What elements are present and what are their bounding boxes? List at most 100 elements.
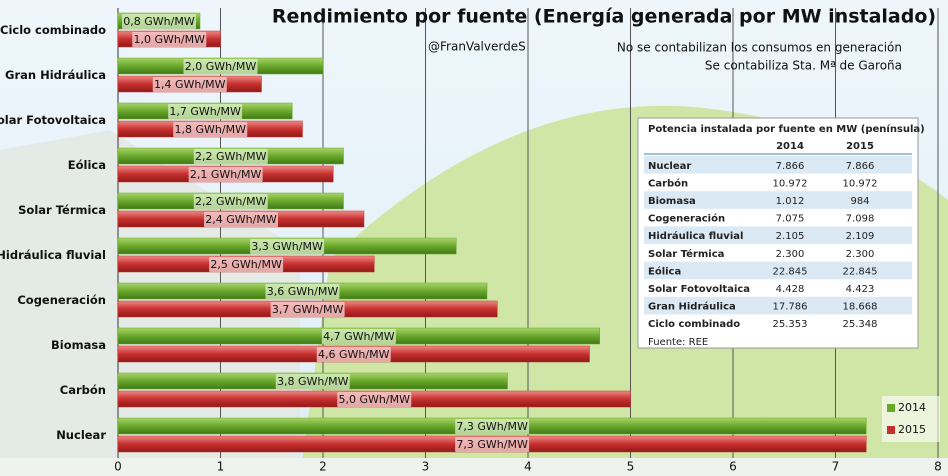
y-tick-label: Gran Hidráulica xyxy=(5,68,106,82)
value-label-box xyxy=(193,194,268,209)
value-label-box xyxy=(265,284,340,299)
value-label: 2,2 GWh/MW xyxy=(195,195,267,208)
value-label: 3,3 GWh/MW xyxy=(251,240,323,253)
value-label: 2,2 GWh/MW xyxy=(195,150,267,163)
value-label: 1,0 GWh/MW xyxy=(134,33,206,46)
value-label-box xyxy=(122,14,196,29)
value-label-box xyxy=(455,419,530,434)
value-label-box xyxy=(183,59,258,74)
table-cell: 1.012 xyxy=(776,196,805,207)
legend-label: 2014 xyxy=(898,401,926,414)
table-cell: 7.098 xyxy=(846,214,875,225)
value-label: 3,8 GWh/MW xyxy=(277,375,349,388)
value-label: 2,5 GWh/MW xyxy=(210,258,282,271)
legend-label: 2015 xyxy=(898,423,926,436)
table-row-bg xyxy=(644,156,912,174)
value-label-box xyxy=(132,32,207,47)
table-cell: 2.105 xyxy=(776,231,805,242)
y-tick-label: Carbón xyxy=(60,383,106,397)
table-cell: Solar Fotovoltaica xyxy=(648,284,750,295)
table-cell: 7.866 xyxy=(846,161,875,172)
y-tick-label: Eólica xyxy=(68,158,106,172)
y-tick-label: Solar Térmica xyxy=(18,203,106,217)
value-label: 1,4 GWh/MW xyxy=(154,78,226,91)
value-label-box xyxy=(173,122,248,137)
value-label: 4,6 GWh/MW xyxy=(318,348,390,361)
value-label-box xyxy=(321,329,396,344)
legend-swatch xyxy=(887,426,895,434)
x-tick-label: 4 xyxy=(524,460,532,474)
y-tick-label: Hidráulica fluvial xyxy=(0,248,106,262)
table-cell: 18.668 xyxy=(843,302,878,313)
table-cell: Ciclo combinado xyxy=(648,319,740,330)
y-tick-label: Ciclo combinado xyxy=(0,23,106,37)
value-label: 3,7 GWh/MW xyxy=(272,303,344,316)
value-label-box xyxy=(152,77,227,92)
value-label: 7,3 GWh/MW xyxy=(456,420,528,433)
note: No se contabilizan los consumos en gener… xyxy=(617,41,902,55)
value-label: 2,4 GWh/MW xyxy=(205,213,277,226)
table-cell: 10.972 xyxy=(773,178,808,189)
table-cell: 22.845 xyxy=(773,266,808,277)
value-label-box xyxy=(250,239,325,254)
x-tick-label: 6 xyxy=(729,460,737,474)
table-cell: 2.300 xyxy=(846,249,875,260)
value-label-box xyxy=(337,392,412,407)
value-label: 0,8 GWh/MW xyxy=(123,15,195,28)
value-label-box xyxy=(275,374,350,389)
x-tick-label: 5 xyxy=(627,460,635,474)
value-label-box xyxy=(204,212,278,227)
table-row-bg xyxy=(644,261,912,280)
table-source: Fuente: REE xyxy=(648,337,708,348)
legend-box xyxy=(882,396,940,442)
table-row-bg xyxy=(644,191,912,209)
legend-swatch xyxy=(887,404,895,412)
table-cell: 4.423 xyxy=(846,284,875,295)
y-tick-label: Solar Fotovoltaica xyxy=(0,113,106,127)
table-cell: 2.300 xyxy=(776,249,805,260)
table-cell: Solar Térmica xyxy=(648,248,724,260)
table-cell: 25.353 xyxy=(773,319,808,330)
table-cell: 984 xyxy=(850,196,869,207)
y-tick-label: Cogeneración xyxy=(17,293,106,307)
axis-band xyxy=(0,458,948,476)
table-cell: Hidráulica fluvial xyxy=(648,230,743,242)
note: Se contabiliza Sta. Mª de Garoña xyxy=(705,59,902,73)
table-cell: Nuclear xyxy=(648,161,691,172)
table-header: 2014 xyxy=(776,141,804,152)
value-label: 7,3 GWh/MW xyxy=(456,438,528,451)
table-cell: Cogeneración xyxy=(648,213,725,225)
table-cell: 22.845 xyxy=(843,266,878,277)
value-label: 1,7 GWh/MW xyxy=(169,105,241,118)
table-cell: Eólica xyxy=(648,265,681,277)
y-tick-label: Biomasa xyxy=(51,338,106,352)
table-row-bg xyxy=(644,226,912,244)
table-cell: 7.866 xyxy=(776,161,805,172)
table-cell: 7.075 xyxy=(776,214,805,225)
value-label-box xyxy=(168,104,243,119)
table-cell: 25.348 xyxy=(843,319,878,330)
table-cell: 4.428 xyxy=(776,284,805,295)
table-cell: 2.109 xyxy=(846,231,875,242)
table-cell: 17.786 xyxy=(773,302,808,313)
table-cell: Biomasa xyxy=(648,196,696,207)
value-label-box xyxy=(316,347,391,362)
table-cell: Carbón xyxy=(648,177,688,189)
value-label-box xyxy=(455,437,530,452)
table-cell: 10.972 xyxy=(843,178,878,189)
chart-title: Rendimiento por fuente (Energía generada… xyxy=(272,6,936,28)
x-tick-label: 2 xyxy=(319,460,327,474)
value-label: 2,0 GWh/MW xyxy=(185,60,257,73)
x-tick-label: 8 xyxy=(934,460,942,474)
y-tick-label: Nuclear xyxy=(56,428,106,442)
table-title: Potencia instalada por fuente en MW (pen… xyxy=(648,123,925,135)
value-label-box xyxy=(188,167,263,182)
value-label-box xyxy=(270,302,345,317)
subtitle: @FranValverdeS xyxy=(428,40,526,54)
x-tick-label: 7 xyxy=(832,460,840,474)
value-label: 5,0 GWh/MW xyxy=(339,393,411,406)
value-label: 3,6 GWh/MW xyxy=(267,285,339,298)
x-tick-label: 3 xyxy=(422,460,430,474)
value-label: 1,8 GWh/MW xyxy=(175,123,247,136)
